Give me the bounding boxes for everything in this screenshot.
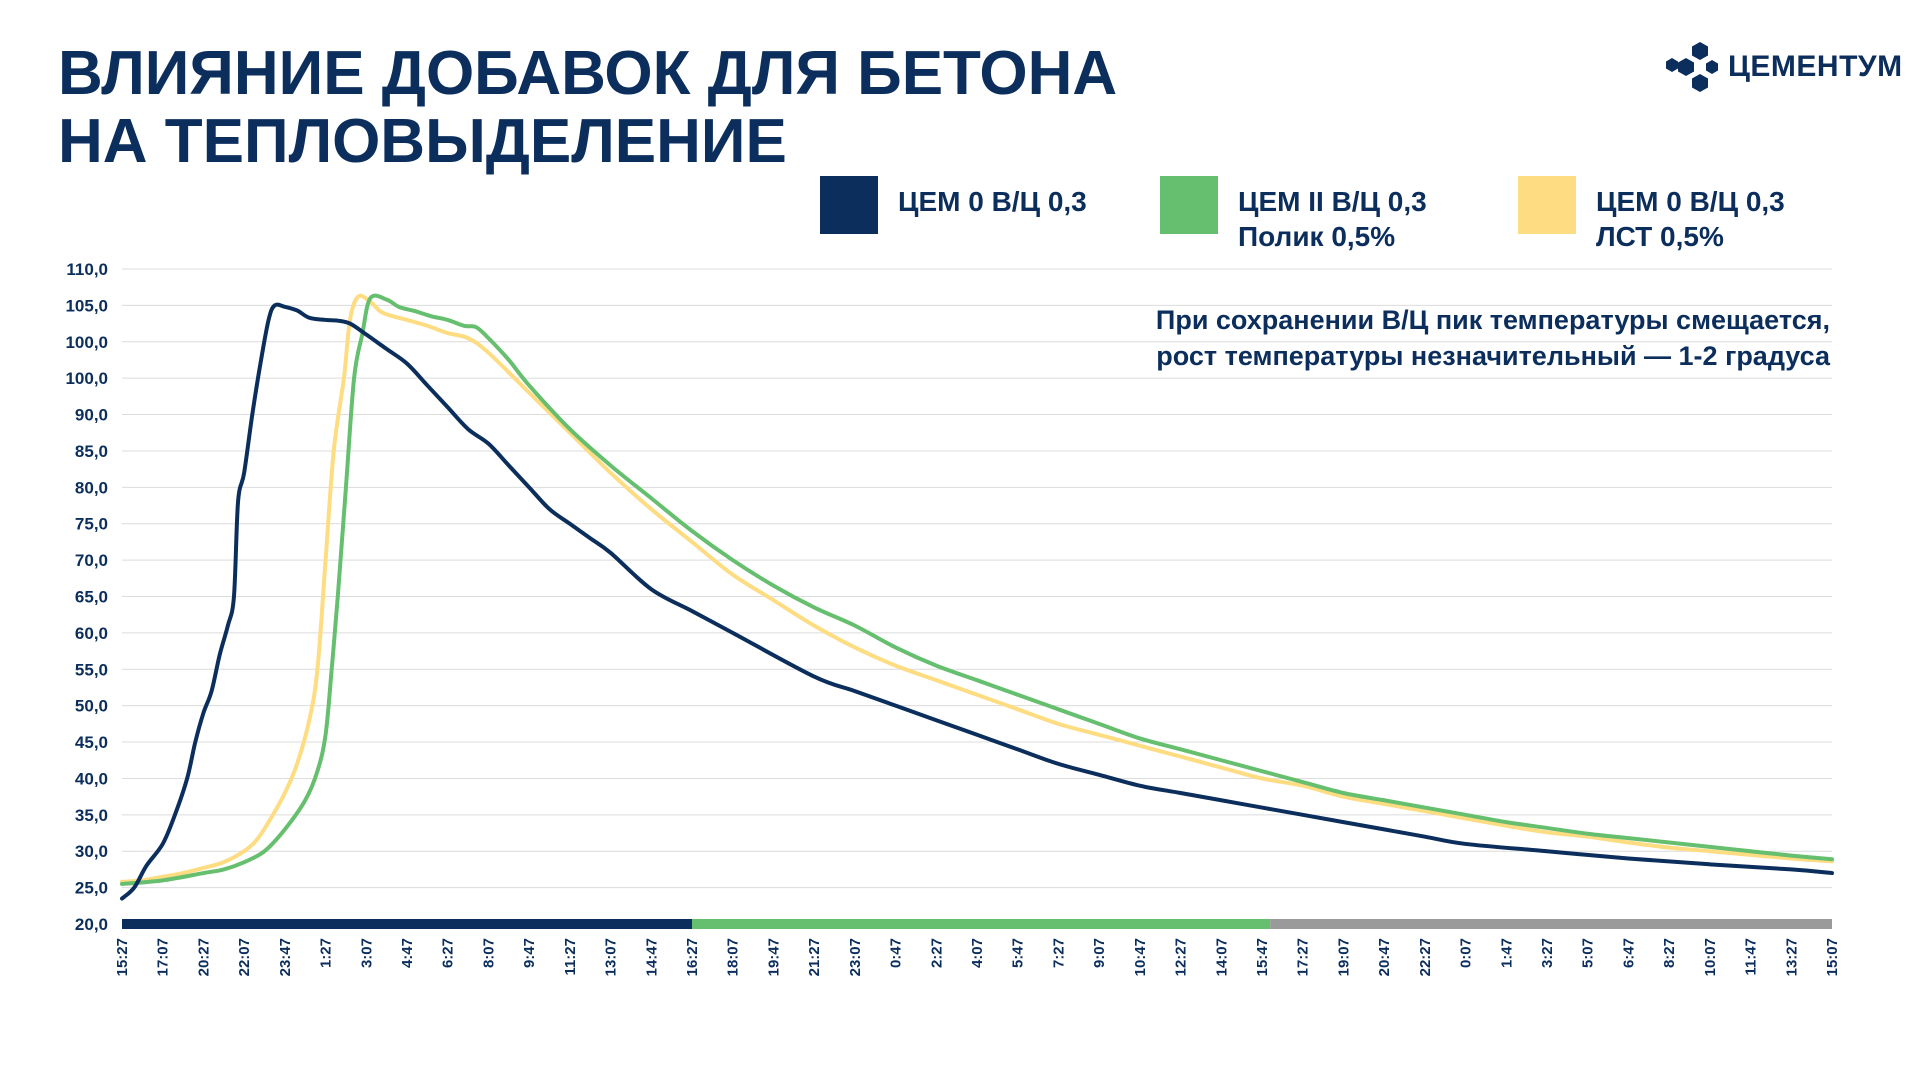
x-tick-label: 1:47 (1498, 938, 1515, 968)
y-tick-label: 25,0 (75, 879, 108, 898)
y-tick-label: 75,0 (75, 515, 108, 534)
hexagon-cluster-icon (1666, 42, 1718, 92)
legend-swatch (1518, 176, 1576, 234)
chart-annotation: При сохранении В/Ц пик температуры смеща… (1155, 305, 1830, 371)
y-tick-label: 90,0 (75, 406, 108, 425)
y-tick-label: 55,0 (75, 660, 108, 679)
x-tick-label: 21:27 (806, 938, 823, 976)
day-bar-segment (1270, 919, 1832, 929)
x-tick-label: 4:07 (969, 938, 986, 968)
x-tick-label: 8:27 (1661, 938, 1678, 968)
x-tick-label: 19:47 (765, 938, 782, 976)
y-tick-label: 50,0 (75, 697, 108, 716)
x-tick-label: 15:47 (1254, 938, 1271, 976)
x-tick-label: 1:27 (318, 938, 335, 968)
y-tick-label: 60,0 (75, 624, 108, 643)
y-tick-label: 20,0 (75, 915, 108, 934)
x-tick-label: 7:27 (1050, 938, 1067, 968)
x-tick-label: 22:07 (236, 938, 253, 976)
x-tick-label: 0:07 (1458, 938, 1475, 968)
day-bar-segment (122, 919, 692, 929)
x-tick-label: 3:07 (358, 938, 375, 968)
x-tick-label: 15:07 (1824, 938, 1841, 976)
x-tick-label: 5:47 (1010, 938, 1027, 968)
y-tick-label: 100,0 (65, 369, 108, 388)
company-logo: ЦЕМЕНТУМ (1664, 40, 1903, 94)
x-tick-label: 6:47 (1620, 938, 1637, 968)
title-line-1: ВЛИЯНИЕ ДОБАВОК ДЛЯ БЕТОНА (58, 39, 1118, 108)
x-tick-label: 13:27 (1783, 938, 1800, 976)
x-tick-label: 10:47 (1132, 938, 1149, 976)
x-tick-label: 9:07 (1091, 938, 1108, 968)
x-tick-label: 10:07 (1702, 938, 1719, 976)
x-tick-label: 17:27 (1295, 938, 1312, 976)
x-tick-label: 20:27 (195, 938, 212, 976)
x-tick-label: 16:27 (684, 938, 701, 976)
legend-swatch (820, 176, 878, 234)
x-tick-label: 6:27 (440, 938, 457, 968)
x-tick-label: 12:27 (1173, 938, 1190, 976)
legend-swatch (1160, 176, 1218, 234)
x-tick-label: 15:27 (114, 938, 131, 976)
x-tick-label: 20:47 (1376, 938, 1393, 976)
x-tick-label: 9:47 (521, 938, 538, 968)
y-tick-label: 85,0 (75, 442, 108, 461)
x-tick-label: 13:07 (603, 938, 620, 976)
x-tick-label: 3:27 (1539, 938, 1556, 968)
legend-item-cem0: ЦЕМ 0 В/Ц 0,3 (820, 176, 1087, 234)
title-line-2: НА ТЕПЛОВЫДЕЛЕНИЕ (58, 107, 787, 176)
x-tick-label: 23:07 (847, 938, 864, 976)
y-tick-label: 100,0 (65, 333, 108, 352)
y-tick-label: 70,0 (75, 551, 108, 570)
x-tick-label: 14:47 (643, 938, 660, 976)
x-tick-label: 11:27 (562, 938, 579, 976)
legend-item-cem2-polik: ЦЕМ II В/Ц 0,3 Полик 0,5% (1160, 176, 1427, 254)
y-tick-label: 105,0 (65, 296, 108, 315)
day-bar-segment (692, 919, 1271, 929)
y-tick-label: 110,0 (66, 260, 108, 279)
legend-label: ЦЕМ II В/Ц 0,3 Полик 0,5% (1238, 186, 1427, 252)
page-title: ВЛИЯНИЕ ДОБАВОК ДЛЯ БЕТОНА НА ТЕПЛОВЫДЕЛ… (58, 40, 1117, 176)
y-tick-label: 65,0 (75, 588, 108, 607)
x-tick-label: 19:07 (1335, 938, 1352, 976)
x-tick-label: 2:27 (928, 938, 945, 968)
y-tick-label: 80,0 (75, 478, 108, 497)
x-tick-label: 14:07 (1213, 938, 1230, 976)
x-tick-label: 22:27 (1417, 938, 1434, 976)
legend-label: ЦЕМ 0 В/Ц 0,3 ЛСТ 0,5% (1596, 186, 1785, 252)
x-tick-label: 0:47 (888, 938, 905, 968)
series-line-1 (120, 293, 1834, 886)
legend-label: ЦЕМ 0 В/Ц 0,3 (898, 186, 1087, 217)
legend-item-cem0-lst: ЦЕМ 0 В/Ц 0,3 ЛСТ 0,5% (1518, 176, 1785, 254)
series-line-0 (120, 302, 1834, 901)
x-tick-label: 8:07 (480, 938, 497, 968)
y-tick-label: 40,0 (75, 769, 108, 788)
logo-text: ЦЕМЕНТУМ (1728, 50, 1903, 83)
x-tick-label: 5:07 (1580, 938, 1597, 968)
y-tick-label: 45,0 (75, 733, 108, 752)
y-tick-label: 35,0 (75, 806, 108, 825)
x-tick-label: 11:47 (1743, 938, 1760, 976)
series-line-2 (120, 293, 1834, 884)
x-tick-label: 4:47 (399, 938, 416, 968)
y-tick-label: 30,0 (75, 842, 108, 861)
x-tick-label: 17:07 (155, 938, 172, 976)
x-tick-label: 18:07 (725, 938, 742, 976)
x-tick-label: 23:47 (277, 938, 294, 976)
